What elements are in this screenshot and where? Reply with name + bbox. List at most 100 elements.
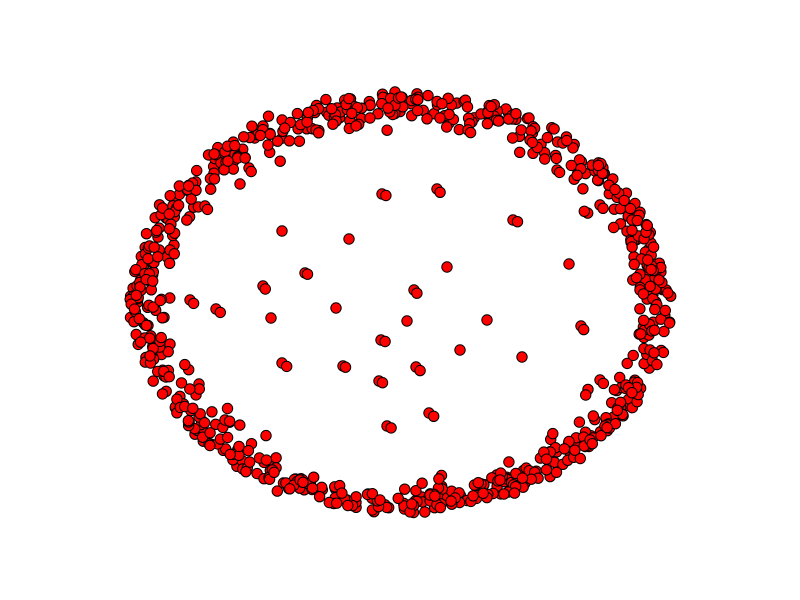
ring-node [204,439,216,452]
graph-nodes [124,86,677,519]
ring-node [649,303,661,316]
inner-node [563,258,575,270]
inner-node [223,415,236,427]
ring-node [626,241,638,253]
ring-node [271,485,283,497]
ring-node [233,440,245,453]
ring-node [635,328,647,340]
ring-node [641,219,653,232]
ring-node [156,312,169,324]
ring-node [191,164,203,177]
ring-node [221,431,234,444]
ring-node [477,487,489,499]
ring-node [626,224,638,237]
ring-node [492,115,505,127]
ring-node [342,499,354,512]
ring-node [645,263,657,276]
ring-node [659,304,671,317]
ring-node [399,483,411,495]
ring-node [320,93,332,106]
inner-node [276,225,288,237]
ring-node [550,152,563,165]
ring-node [238,131,250,143]
ring-node [422,89,434,102]
ring-node [283,135,296,147]
ring-node [234,419,246,431]
ring-node [242,445,255,457]
inner-node [441,261,453,273]
ring-node [293,135,306,147]
ring-node [184,383,196,395]
ring-node [416,477,428,489]
ring-node [260,454,273,466]
ring-node [647,241,660,253]
ring-node [592,159,605,172]
ring-node [540,453,553,465]
inner-node [597,202,609,215]
ring-node [410,485,422,497]
ring-node [548,123,560,135]
ring-node [498,488,510,500]
ring-node [651,358,663,371]
inner-node [385,422,397,434]
inner-node [481,314,493,326]
ring-node [175,377,188,389]
inner-node [648,347,660,359]
ring-node [301,116,313,128]
ring-node [313,491,326,503]
ring-node [392,492,404,504]
inner-node [494,474,506,486]
inner-node [428,410,440,422]
ring-node [206,406,218,418]
ring-node [152,251,164,263]
ring-node [436,98,448,110]
ring-node [419,506,431,518]
ring-node [193,383,206,395]
ring-node [208,173,221,185]
ring-node [240,466,252,478]
ring-node [441,121,453,133]
ring-node [445,495,457,507]
inner-node [586,438,598,450]
inner-node [297,476,309,488]
ring-node [644,280,656,292]
ring-node [164,190,176,202]
inner-node [262,139,274,151]
ring-node [642,254,654,266]
ring-node [155,331,167,344]
ring-node [262,110,275,122]
inner-node [434,112,446,124]
ring-node [508,487,521,499]
inner-node [376,377,389,389]
ring-node [412,94,424,106]
inner-node [168,248,181,260]
ring-node [128,303,141,315]
ring-node [302,106,314,119]
ring-node [336,487,348,499]
ring-node [308,471,320,483]
ring-node [433,473,445,485]
inner-node [330,302,342,314]
inner-node [464,126,477,139]
inner-node [429,490,441,502]
inner-node [401,315,413,327]
inner-node [434,186,446,199]
inner-node [339,361,352,373]
ring-node [595,430,607,442]
ring-node [516,472,529,484]
inner-node [597,377,610,390]
ring-node [434,501,447,514]
ring-node [627,349,639,362]
ring-node [181,214,193,226]
ring-node [234,178,246,190]
ring-node [148,241,160,253]
ring-node [558,443,571,455]
ring-node [187,402,199,414]
inner-node [637,288,650,300]
ring-node [271,135,284,147]
inner-node [454,344,466,356]
ring-node [205,183,217,195]
inner-node [364,112,376,124]
ring-node [172,199,185,211]
ring-node [246,120,258,132]
